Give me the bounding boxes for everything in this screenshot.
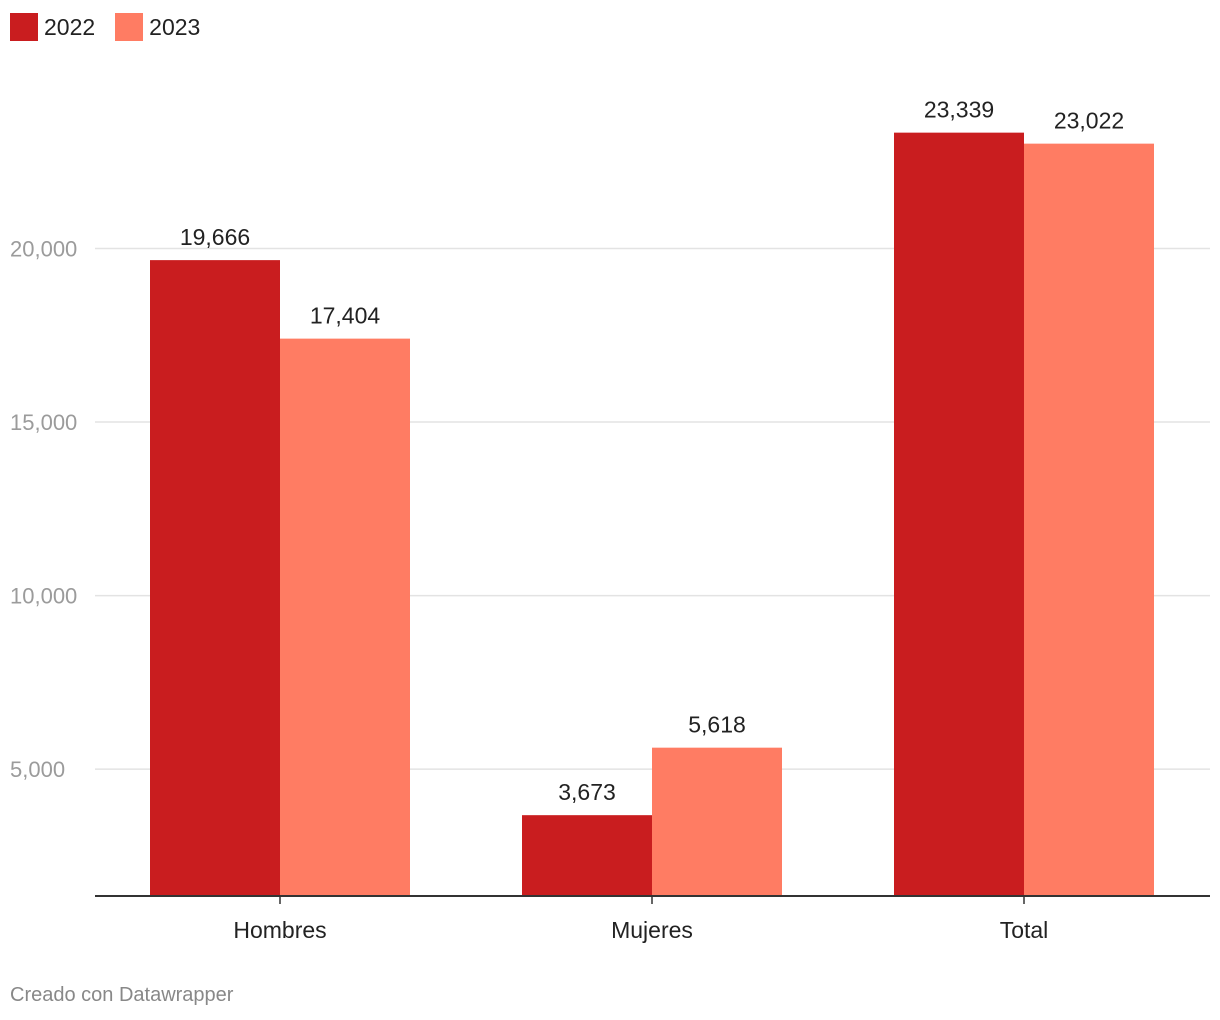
x-tick-label: Total [1000,917,1049,943]
legend-label-2022: 2022 [44,13,96,40]
chart-legend: 2022 2023 [10,12,220,42]
y-tick-label: 10,000 [10,584,77,609]
bar-2022 [150,260,280,897]
bar-2023 [652,747,782,896]
data-label: 23,022 [1054,108,1124,134]
bar-chart: 5,000 10,000 15,000 20,000 19,666 17,404 3,673… [10,97,1210,943]
bar-2023 [1024,143,1154,896]
bar-2022 [522,815,652,896]
footer-credit: Creado con Datawrapper [10,984,234,1006]
legend-item-2023: 2023 [115,13,200,41]
x-tick-label: Hombres [233,917,326,943]
y-tick-label: 15,000 [10,410,77,435]
bar-2022 [894,132,1024,896]
data-label: 17,404 [310,303,381,329]
legend-label-2023: 2023 [149,13,201,40]
bar-2023 [280,338,410,896]
data-label: 19,666 [180,224,250,250]
data-label: 3,673 [558,779,616,805]
legend-swatch-2022 [10,13,38,41]
legend-swatch-2023 [115,13,144,41]
data-label: 23,339 [924,97,994,123]
data-label: 5,618 [688,712,746,738]
x-tick-label: Mujeres [611,917,693,943]
y-tick-label: 5,000 [10,757,65,782]
legend-item-2022: 2022 [10,13,95,41]
y-tick-label: 20,000 [10,237,77,262]
